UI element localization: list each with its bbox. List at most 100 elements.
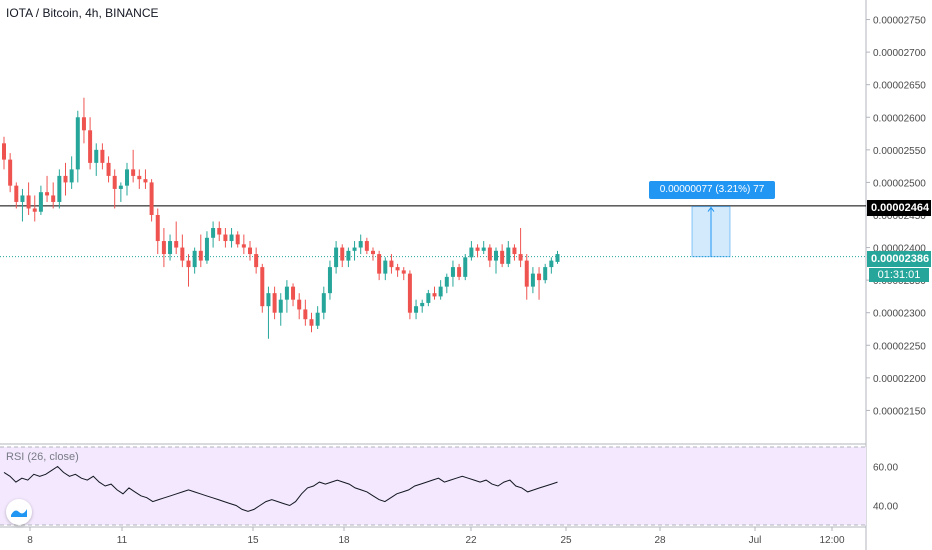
candle-body	[426, 293, 431, 303]
rsi-band	[0, 447, 866, 525]
candle-body	[346, 250, 351, 261]
candle-body	[383, 260, 388, 274]
candle-body	[438, 286, 443, 297]
candle-body	[303, 309, 308, 320]
candle-body	[389, 260, 394, 268]
candle-body	[266, 293, 271, 307]
candle-body	[555, 254, 560, 262]
candle-body	[88, 130, 93, 163]
candle-body	[137, 175, 142, 180]
price-axis-label: 0.00002700	[873, 48, 926, 59]
candle-body	[125, 169, 129, 186]
candle-body	[481, 247, 486, 251]
candle-body	[377, 254, 382, 274]
candle-body	[155, 214, 160, 242]
symbol-title[interactable]: IOTA / Bitcoin, 4h, BINANCE	[6, 6, 159, 20]
candle-body	[100, 149, 105, 163]
candle-body	[414, 306, 419, 313]
candle-body	[340, 247, 345, 261]
price-axis-label: 0.00002300	[873, 309, 926, 320]
time-axis-label: 18	[338, 535, 350, 546]
candle-body	[450, 267, 455, 277]
price-axis-label: 0.00002650	[873, 81, 926, 92]
price-axis-label: 0.00002150	[873, 406, 926, 417]
candle-body	[260, 267, 265, 307]
candle-body	[69, 169, 74, 183]
candle-body	[420, 302, 425, 307]
candle-body	[407, 273, 412, 313]
bar-countdown: 01:31:01	[869, 268, 929, 282]
candle-body	[371, 250, 375, 255]
candle-body	[364, 241, 369, 251]
candle-body	[26, 195, 31, 209]
candle-body	[278, 299, 283, 313]
candle-body	[217, 228, 222, 235]
candle-body	[112, 175, 117, 189]
candle-body	[106, 162, 111, 176]
candle-body	[512, 247, 517, 255]
candle-body	[75, 117, 80, 170]
candle-body	[500, 250, 505, 264]
candle-body	[352, 247, 357, 251]
candle-body	[235, 234, 240, 245]
candle-body	[186, 260, 191, 268]
candle-body	[168, 241, 173, 255]
candle-body	[32, 208, 37, 212]
candle-body	[51, 195, 56, 202]
rsi-axis-label: 60.00	[873, 463, 898, 474]
price-axis-label: 0.00002750	[873, 16, 926, 27]
candle-body	[334, 247, 339, 268]
candle-body	[192, 250, 197, 268]
candle-body	[487, 247, 492, 261]
candle-body	[248, 247, 252, 255]
candle-body	[118, 185, 123, 189]
candle-body	[20, 195, 25, 202]
candle-body	[63, 175, 68, 183]
candle-body	[180, 247, 185, 261]
candle-body	[14, 185, 19, 202]
candle-body	[223, 234, 228, 242]
rsi-title[interactable]: RSI (26, close)	[6, 451, 79, 463]
horizontal-line-price-tag: 0.00002464	[867, 200, 931, 216]
candle-body	[469, 247, 474, 258]
time-axis-label: 22	[465, 535, 477, 546]
candle-body	[149, 182, 154, 215]
price-axis-label: 0.00002200	[873, 374, 926, 385]
candle-body	[81, 117, 86, 131]
price-range-measure-label[interactable]: 0.00000077 (3.21%) 77	[649, 181, 775, 199]
candle-body	[38, 192, 43, 212]
candle-body	[291, 286, 296, 300]
candle-body	[358, 241, 363, 248]
candle-body	[432, 293, 437, 297]
candle-body	[241, 244, 246, 248]
candle-body	[494, 250, 498, 261]
candle-body	[131, 169, 136, 176]
tradingview-logo-icon[interactable]	[6, 499, 32, 525]
candle-body	[524, 260, 529, 287]
candle-body	[309, 319, 314, 326]
candle-body	[254, 254, 259, 268]
price-axis-label: 0.00002250	[873, 341, 926, 352]
candle-body	[57, 175, 62, 202]
candle-body	[204, 237, 209, 261]
price-axis-label: 0.00002550	[873, 146, 926, 157]
candle-body	[315, 312, 320, 326]
time-axis-label: 28	[654, 535, 666, 546]
candle-body	[284, 286, 289, 300]
price-axis-label: 0.00002600	[873, 113, 926, 124]
candle-body	[211, 228, 216, 238]
candle-body	[463, 257, 468, 277]
candle-body	[321, 293, 326, 313]
measure-arrow-head	[707, 206, 715, 212]
candle-body	[530, 273, 535, 287]
time-axis-label: 11	[117, 535, 128, 546]
candle-body	[297, 299, 302, 310]
time-axis-label: 8	[27, 535, 33, 546]
time-axis-label: Jul	[749, 535, 762, 546]
candle-body	[549, 260, 554, 268]
candle-body	[327, 267, 332, 294]
candle-body	[198, 250, 203, 261]
candle-body	[543, 267, 548, 281]
